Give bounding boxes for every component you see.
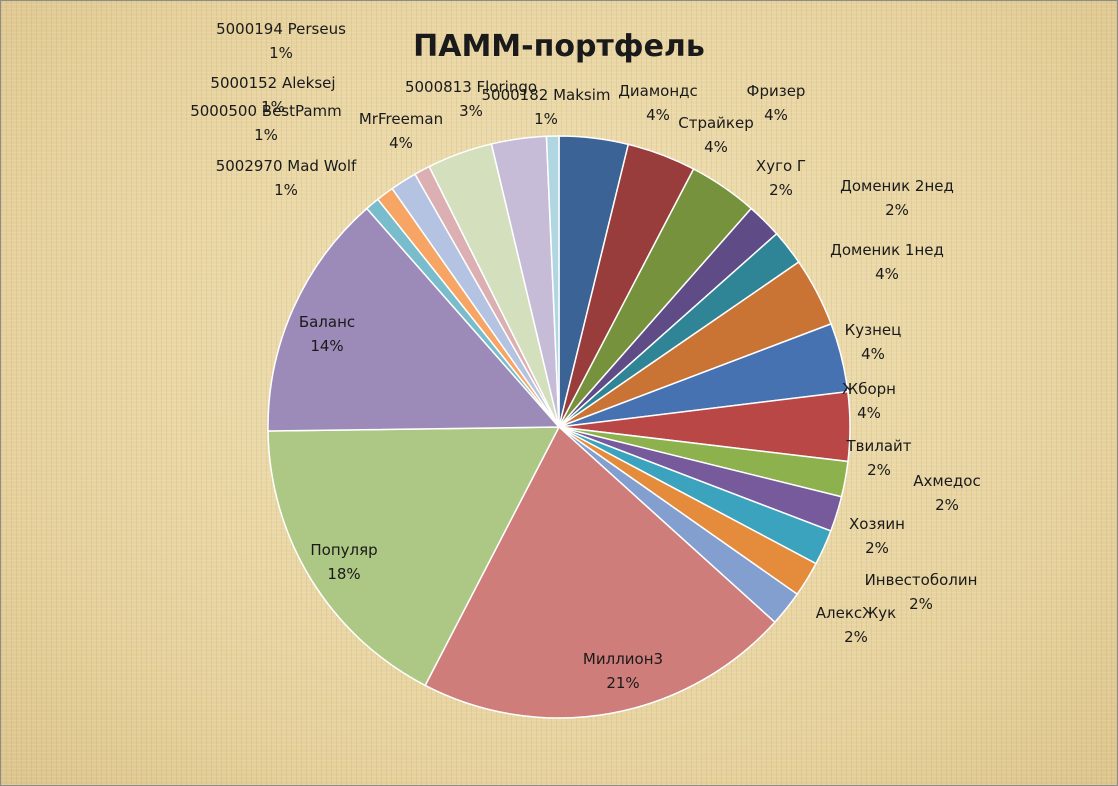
slice-label-percent: 18% [327, 565, 360, 583]
slice-label-percent: 1% [254, 126, 278, 144]
slice-label-percent: 1% [261, 98, 285, 116]
pie-slice-5000182-maksim [545, 135, 560, 428]
pie-labels: Диамондс 4%Фризер 4%Страйкер 4%Хуго Г 2% Доме… [190, 20, 981, 692]
slice-label-percent: 1% [269, 44, 293, 62]
slice-label: Хозяин 2% [849, 515, 905, 557]
pie-slice-миллион3 [424, 425, 776, 719]
slice-label-percent: 2% [867, 461, 891, 479]
slice-label-name: Доменик 1нед [830, 241, 944, 259]
slice-label-name: Доменик 2нед [840, 177, 954, 195]
slice-label: Кузнец 4% [845, 321, 902, 363]
slice-label-name: 5000500 BestPamm [190, 102, 342, 120]
pie-slices [267, 135, 851, 719]
slice-label-name: 5000813 Floringo [405, 78, 537, 96]
slice-label: Инвестоболин 2% [865, 571, 978, 613]
slice-label: 5000182 Maksim 1% [482, 86, 611, 128]
slice-label-percent: 4% [857, 404, 881, 422]
slice-label-name: 5002970 Mad Wolf [216, 157, 357, 175]
slice-label-name: Популяр [310, 541, 377, 559]
slice-label-percent: 2% [769, 181, 793, 199]
slice-label-name: Миллион3 [583, 650, 663, 668]
slice-label: 5000152 Aleksej 1% [210, 74, 335, 116]
slice-label-name: Твилайт [845, 437, 911, 455]
slice-label-name: Жборн [842, 380, 896, 398]
slice-label-name: Инвестоболин [865, 571, 978, 589]
slice-label-name: АлексЖук [816, 604, 896, 622]
slice-label-name: 5000182 Maksim [482, 86, 611, 104]
slice-label-name: 5000152 Aleksej [210, 74, 335, 92]
slice-label-name: Баланс [299, 313, 355, 331]
slice-label: Фризер 4% [747, 82, 806, 124]
slice-label: Диамондс 4% [618, 82, 698, 124]
slice-label: АлексЖук 2% [816, 604, 896, 646]
slice-label-name: Кузнец [845, 321, 902, 339]
slice-label: Доменик 2нед 2% [840, 177, 954, 219]
slice-label: Твилайт 2% [845, 437, 911, 479]
slice-label: Миллион3 21% [583, 650, 663, 692]
pie-slice-баланс [267, 207, 561, 432]
slice-label-name: Фризер [747, 82, 806, 100]
slice-label-percent: 1% [534, 110, 558, 128]
slice-label-name: Ахмедос [913, 472, 980, 490]
slice-label: Жборн 4% [842, 380, 896, 422]
slice-label: Доменик 1нед 4% [830, 241, 944, 283]
slice-label-percent: 14% [310, 337, 343, 355]
slice-label-percent: 3% [459, 102, 483, 120]
slice-label-percent: 21% [606, 674, 639, 692]
slice-label: Страйкер 4% [678, 114, 753, 156]
chart-title: ПАММ-портфель [413, 29, 705, 64]
slice-label-percent: 4% [764, 106, 788, 124]
slice-label-name: MrFreeman [359, 110, 443, 128]
slice-label-name: Хозяин [849, 515, 905, 533]
slice-label-name: Диамондс [618, 82, 698, 100]
slice-label-name: Хуго Г [756, 157, 806, 175]
slice-label-percent: 1% [274, 181, 298, 199]
slice-label-percent: 2% [844, 628, 868, 646]
slice-label-percent: 4% [646, 106, 670, 124]
slice-label: MrFreeman 4% [359, 110, 443, 152]
slice-label: Популяр 18% [310, 541, 377, 583]
slice-label: 5000813 Floringo 3% [405, 78, 537, 120]
slice-label-percent: 4% [389, 134, 413, 152]
slice-label-percent: 2% [935, 496, 959, 514]
slice-label-percent: 4% [875, 265, 899, 283]
slice-label-percent: 2% [909, 595, 933, 613]
slice-label-name: Страйкер [678, 114, 753, 132]
slice-label: Хуго Г 2% [756, 157, 806, 199]
slice-label-name: 5000194 Perseus [216, 20, 346, 38]
slice-label: Ахмедос 2% [913, 472, 980, 514]
slice-label: 5002970 Mad Wolf 1% [216, 157, 357, 199]
slice-label: 5000500 BestPamm 1% [190, 102, 342, 144]
slice-label-percent: 2% [885, 201, 909, 219]
slice-label-percent: 4% [704, 138, 728, 156]
slice-label-percent: 4% [861, 345, 885, 363]
slice-label-percent: 2% [865, 539, 889, 557]
slice-label: 5000194 Perseus 1% [216, 20, 346, 62]
pie-slice-популяр [267, 426, 561, 687]
slice-label: Баланс 14% [299, 313, 355, 355]
